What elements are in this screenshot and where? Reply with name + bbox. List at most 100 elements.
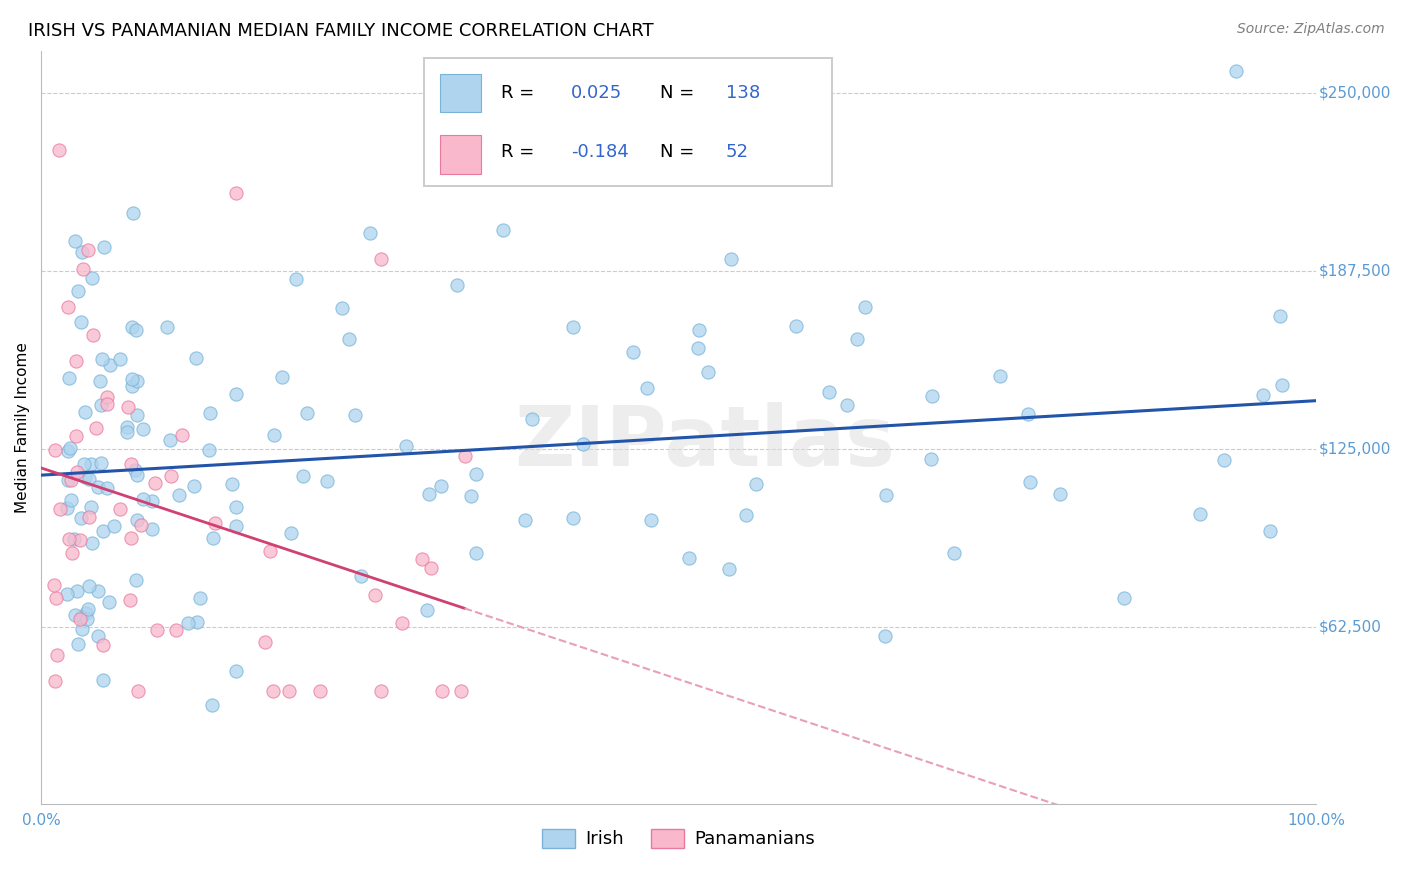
Point — [96, 397, 118, 411]
Point — [291, 468, 314, 483]
Point — [66, 284, 89, 298]
Point — [225, 387, 247, 401]
Point — [115, 425, 138, 440]
Point — [82, 328, 104, 343]
Point — [202, 531, 225, 545]
Point — [420, 561, 443, 575]
Point — [97, 595, 120, 609]
Point — [562, 320, 585, 334]
Point — [225, 519, 247, 533]
Point — [1268, 309, 1291, 323]
Point — [920, 452, 942, 467]
Point — [58, 533, 80, 547]
Point — [204, 516, 226, 530]
Point — [370, 252, 392, 266]
Point — [464, 546, 486, 560]
Point — [141, 522, 163, 536]
Point — [76, 612, 98, 626]
Text: $125,000: $125,000 — [1319, 442, 1392, 457]
Point — [87, 480, 110, 494]
Text: $250,000: $250,000 — [1319, 86, 1392, 101]
Point — [337, 332, 360, 346]
Point — [125, 573, 148, 587]
Point — [853, 300, 876, 314]
Point — [60, 492, 83, 507]
Point — [688, 323, 710, 337]
Point — [453, 449, 475, 463]
Point — [522, 412, 544, 426]
Point — [697, 364, 720, 378]
Point — [87, 629, 110, 643]
Point — [65, 466, 87, 480]
Point — [70, 315, 93, 329]
Point — [221, 477, 243, 491]
Point — [280, 525, 302, 540]
Point — [621, 345, 644, 359]
Point — [69, 612, 91, 626]
Point — [720, 252, 742, 266]
Point — [734, 508, 756, 523]
Point — [124, 463, 146, 477]
Point — [159, 433, 181, 447]
Point — [131, 422, 153, 436]
Point — [921, 388, 943, 402]
Point — [69, 533, 91, 547]
Text: ZIPatlas: ZIPatlas — [513, 402, 894, 483]
Point — [1212, 452, 1234, 467]
Point — [141, 493, 163, 508]
Point — [80, 457, 103, 471]
Point — [225, 186, 247, 200]
Point — [201, 698, 224, 713]
Point — [988, 368, 1011, 383]
Point — [44, 578, 66, 592]
Point — [271, 369, 294, 384]
Point — [1018, 475, 1040, 489]
Point — [63, 608, 86, 623]
Point — [167, 488, 190, 502]
Point — [562, 511, 585, 525]
Point — [120, 531, 142, 545]
Point — [640, 513, 662, 527]
Point — [225, 500, 247, 514]
Point — [60, 473, 83, 487]
Text: $62,500: $62,500 — [1319, 619, 1382, 634]
Point — [513, 512, 536, 526]
Point — [127, 408, 149, 422]
Point — [492, 223, 515, 237]
Point — [56, 501, 79, 516]
Point — [259, 544, 281, 558]
Point — [67, 638, 90, 652]
Point — [122, 206, 145, 220]
Point — [873, 628, 896, 642]
Point — [90, 399, 112, 413]
Point — [75, 606, 97, 620]
Point — [678, 550, 700, 565]
Point — [77, 472, 100, 486]
Point — [48, 501, 70, 516]
Point — [56, 587, 79, 601]
Point — [146, 623, 169, 637]
Point — [450, 683, 472, 698]
Point — [263, 428, 285, 442]
Point — [91, 638, 114, 652]
Point — [84, 420, 107, 434]
Point — [45, 648, 67, 663]
Point — [65, 583, 87, 598]
Point — [190, 591, 212, 605]
Point — [446, 278, 468, 293]
Point — [65, 428, 87, 442]
Point — [120, 593, 142, 607]
Point — [58, 371, 80, 385]
Point — [73, 405, 96, 419]
Point — [70, 609, 93, 624]
Point — [277, 683, 299, 698]
Point — [120, 458, 142, 472]
Point — [82, 271, 104, 285]
Point — [395, 438, 418, 452]
Point — [391, 615, 413, 630]
Point — [835, 398, 858, 412]
Point — [571, 437, 593, 451]
Point — [117, 400, 139, 414]
Point — [1017, 407, 1039, 421]
Point — [186, 615, 208, 629]
